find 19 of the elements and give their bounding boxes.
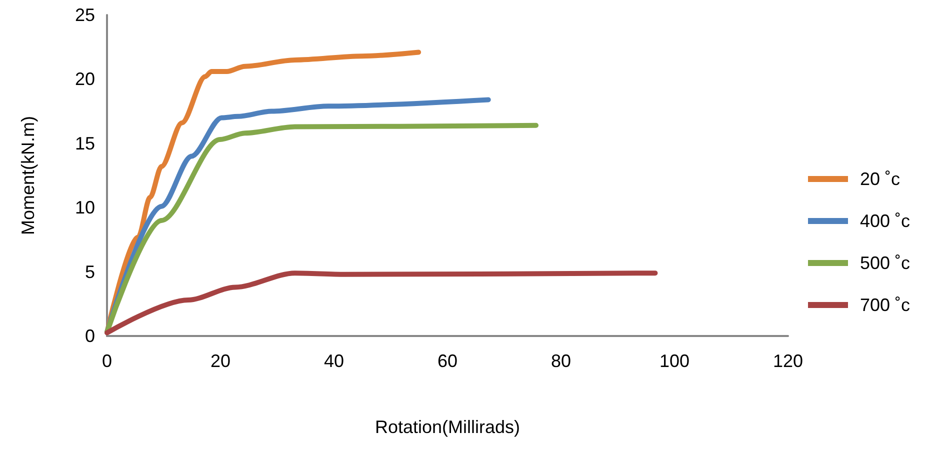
y-tick-label: 10 [74, 198, 95, 218]
x-tick-label: 80 [550, 351, 572, 371]
y-tick-label: 25 [74, 5, 95, 25]
legend-label: 20 ˚c [860, 169, 900, 189]
x-tick-label: 40 [324, 351, 344, 371]
x-tick-label: 120 [772, 351, 804, 371]
x-tick-label: 0 [102, 351, 112, 371]
x-tick-label: 60 [437, 351, 458, 371]
x-axis-title: Rotation(Millirads) [374, 417, 520, 437]
legend-label: 400 ˚c [860, 211, 910, 231]
legend-label: 700 ˚c [860, 295, 910, 315]
y-tick-label: 15 [74, 133, 95, 154]
x-tick-label: 20 [210, 351, 231, 371]
y-tick-label: 20 [74, 69, 95, 90]
x-tick-label: 100 [659, 351, 690, 371]
y-tick-label: 0 [84, 326, 95, 346]
y-axis-title: Moment(kN.m) [18, 116, 38, 236]
legend-label: 500 ˚c [860, 253, 910, 273]
y-tick-label: 5 [84, 262, 95, 282]
